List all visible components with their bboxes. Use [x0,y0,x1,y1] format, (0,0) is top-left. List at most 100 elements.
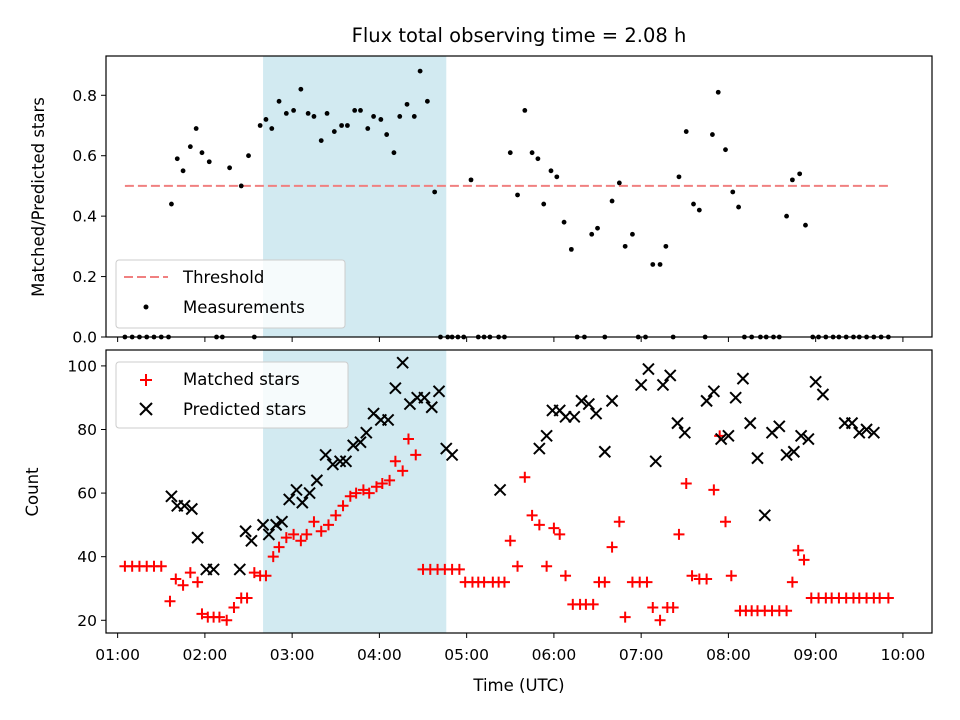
matched-star-point [798,554,810,566]
predicted-star-point [262,528,276,541]
matched-star-point [315,525,327,537]
x-tick-label: 06:00 [532,646,577,664]
top-y-tick-label: 0.0 [72,329,97,347]
measurement-point [174,156,180,162]
measurement-point [568,246,574,252]
matched-star-point [308,516,320,528]
matched-star-point [389,455,401,467]
measurement-point [676,174,682,180]
top-y-tick-label: 0.6 [72,147,97,165]
predicted-star-point [845,416,859,430]
predicted-stars-points [165,356,881,576]
measurement-point [180,168,186,174]
matched-stars-points [119,430,894,626]
predicted-star-point [493,483,507,497]
predicted-star-point [533,442,546,455]
matched-star-point [498,576,510,588]
predicted-star-point [269,518,283,532]
measurement-point [468,177,474,183]
matched-star-point [554,528,566,540]
measurement-point [589,231,595,237]
predicted-star-point [867,426,881,439]
matched-star-point [397,465,409,477]
predicted-star-point [860,423,873,436]
matched-star-point [526,509,538,521]
measurement-point [797,171,803,177]
measurement-point [371,114,376,119]
predicted-star-point [381,413,395,427]
measurement-point [424,98,430,104]
measurement-point [554,174,560,180]
measurement-point [276,98,282,104]
measurement-point [548,168,554,174]
matched-star-point [647,602,659,614]
matched-star-point [221,614,233,626]
matched-star-point [680,478,692,490]
bottom-legend-box [115,361,349,429]
matched-star-point [654,614,666,626]
matched-star-point [673,528,685,540]
x-tick-label: 03:00 [270,646,315,664]
predicted-star-point [347,439,360,452]
predicted-star-point [664,369,677,382]
matched-star-point [241,592,253,604]
measurement-point [535,156,541,162]
measurement-point [696,207,702,213]
matched-star-point [781,605,793,617]
predicted-star-point [700,394,713,408]
measurement-point [238,183,244,189]
predicted-star-point [714,432,728,446]
matched-star-point [337,500,349,512]
top-y-tick-label: 0.4 [72,208,97,226]
matched-star-point [357,484,369,496]
predicted-star-point [354,436,367,449]
measurement-point [345,123,350,128]
measurement-point [561,219,567,225]
matched-star-point [273,541,285,553]
matched-star-point [599,576,611,588]
matched-star-point [344,490,356,502]
measurements-legend-swatch [143,304,149,310]
matched-star-point [402,433,414,445]
measurement-point [507,150,513,156]
predicted-star-point [642,362,655,376]
matched-star-point [533,519,545,531]
predicted-star-point [233,563,246,576]
matched-star-point [370,481,382,493]
measurement-point [650,262,656,267]
measurement-point [352,107,358,113]
predicted-legend-label: Predicted stars [183,400,306,419]
measurement-point [169,201,174,207]
matched-legend-label: Matched stars [183,370,300,389]
measurement-point [269,126,275,131]
predicted-star-point [751,451,764,465]
measurement-point [803,222,808,228]
matched-star-point [177,579,189,591]
predicted-star-point [707,385,721,398]
measurement-point [187,144,193,150]
matched-star-point [248,567,260,579]
matched-star-point [701,573,713,585]
predicted-star-point [773,420,786,433]
measurement-point [710,132,715,137]
predicted-star-point [275,515,289,528]
matched-star-point [196,608,208,620]
predicted-star-point [568,410,581,423]
matched-star-point [384,474,396,486]
matched-star-point [560,570,572,582]
matched-star-point [641,576,653,588]
measurement-point [263,117,269,122]
measurement-point [397,114,403,119]
predicted-star-point [310,474,324,487]
predicted-star-point [185,502,199,516]
matched-star-point [792,544,804,556]
bottom-y-tick-label: 60 [77,485,97,503]
predicted-star-point [326,458,340,471]
predicted-star-point [290,483,303,497]
top-panel: 0.00.20.40.60.8 Matched/Predicted stars … [29,55,933,347]
measurement-point [730,189,736,195]
matched-star-point [228,602,240,614]
x-axis-label: Time (UTC) [472,676,564,695]
top-y-axis: 0.0 0.2 0.4 0.6 0.8 [72,87,106,347]
measurement-point [305,111,311,116]
